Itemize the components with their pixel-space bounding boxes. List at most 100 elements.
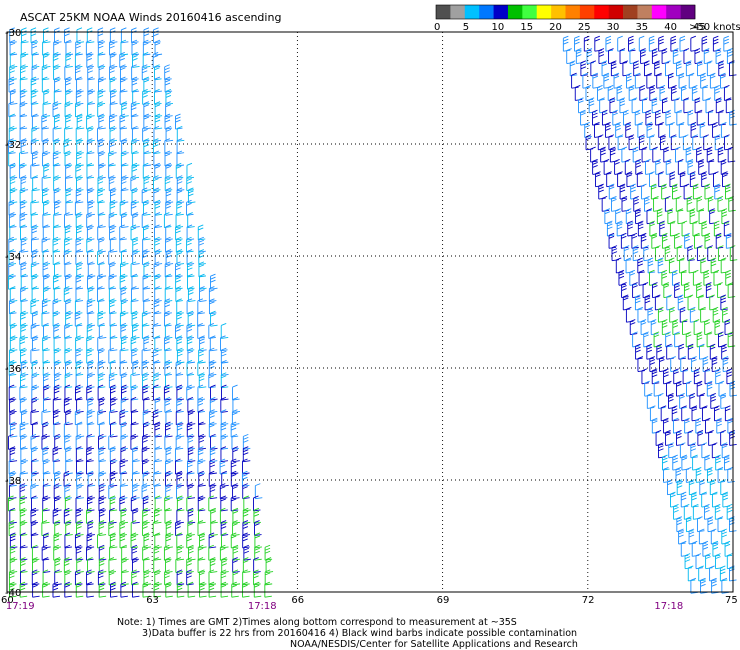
wind-barb: [153, 187, 161, 204]
wind-barb: [20, 236, 29, 253]
wind-barb: [242, 483, 250, 500]
wind-barb: [220, 347, 229, 364]
wind-barb: [174, 446, 183, 463]
wind-barb: [75, 125, 84, 142]
wind-barb: [98, 520, 107, 537]
wind-barb: [76, 396, 84, 413]
wind-barb: [119, 520, 127, 537]
wind-barb: [97, 101, 105, 118]
wind-barb: [617, 35, 625, 52]
wind-barb: [21, 409, 29, 426]
wind-barb: [86, 138, 95, 155]
wind-barb: [210, 384, 218, 401]
wind-barb: [701, 171, 709, 188]
wind-barb: [656, 208, 665, 225]
wind-barb: [199, 532, 207, 549]
wind-barb: [41, 64, 50, 81]
wind-barb: [9, 396, 17, 413]
wind-barb: [9, 310, 18, 327]
wind-barb: [684, 553, 693, 570]
wind-barb: [709, 479, 718, 496]
wind-barb: [130, 520, 139, 537]
wind-barb: [108, 175, 117, 192]
wind-barb: [154, 569, 162, 586]
wind-barb: [724, 319, 733, 336]
wind-barb: [87, 421, 95, 438]
pass-time-label: 17:18: [248, 601, 277, 612]
wind-barb: [598, 183, 606, 200]
wind-barb: [725, 269, 733, 286]
wind-barb: [119, 199, 128, 216]
wind-barb: [64, 224, 73, 241]
wind-barb: [710, 393, 718, 409]
wind-barb: [707, 516, 715, 533]
wind-barb: [20, 446, 28, 463]
wind-barb: [130, 384, 139, 401]
wind-barb: [655, 430, 664, 446]
wind-barb: [164, 360, 172, 376]
wind-barb: [154, 88, 162, 105]
wind-barb: [120, 433, 128, 450]
wind-barb: [637, 257, 645, 274]
wind-barb: [680, 356, 688, 372]
wind-barb: [208, 347, 217, 364]
wind-barb: [632, 146, 641, 163]
wind-barb: [220, 520, 229, 537]
wind-barb: [699, 122, 708, 138]
wind-barb: [677, 158, 686, 175]
wind-barb: [208, 532, 217, 549]
wind-barb: [208, 581, 217, 598]
wind-barb: [130, 335, 139, 352]
wind-barb: [131, 557, 140, 574]
lat-tick-label: -40: [5, 588, 21, 599]
wind-barb: [86, 569, 94, 586]
wind-barb: [718, 380, 727, 397]
wind-barb: [685, 60, 694, 77]
wind-barb: [692, 503, 701, 520]
pass-time-label: 17:18: [654, 601, 683, 612]
wind-barb: [20, 433, 28, 450]
wind-barb: [154, 421, 162, 438]
wind-barb: [600, 146, 608, 163]
wind-barb: [19, 396, 28, 413]
wind-barb: [75, 273, 84, 290]
wind-barb: [165, 372, 173, 389]
wind-barb: [98, 323, 107, 339]
wind-barb: [110, 384, 118, 401]
wind-barb: [85, 39, 94, 56]
wind-barbs: [8, 27, 738, 598]
wind-barb: [726, 368, 734, 385]
wind-barb: [154, 249, 163, 266]
wind-barb: [109, 224, 117, 241]
wind-barb: [119, 347, 128, 364]
wind-barb: [601, 60, 610, 77]
wind-barb: [643, 331, 651, 348]
wind-barb: [658, 122, 666, 138]
wind-barb: [64, 212, 72, 229]
wind-barb: [197, 483, 206, 500]
wind-barb: [65, 88, 73, 105]
wind-barb: [176, 138, 185, 155]
wind-barb: [186, 175, 194, 192]
wind-barb: [53, 483, 62, 500]
wind-barb: [176, 507, 184, 524]
legend-tick-label: 25: [578, 22, 591, 33]
wind-barb: [611, 195, 619, 212]
wind-barb: [8, 76, 17, 93]
wind-barb: [52, 150, 61, 167]
wind-barb: [657, 306, 666, 323]
wind-barb: [709, 565, 717, 582]
wind-barb: [75, 433, 84, 450]
wind-barb: [152, 409, 161, 426]
wind-barb: [176, 544, 185, 561]
wind-barb: [143, 76, 151, 93]
legend-tick-label: 40: [664, 22, 677, 33]
legend-swatch: [536, 5, 552, 19]
wind-barb: [232, 396, 240, 413]
wind-barb: [210, 520, 218, 537]
wind-barb: [41, 298, 50, 315]
wind-barb: [63, 470, 72, 487]
wind-barb: [220, 446, 229, 463]
wind-barb: [97, 39, 106, 56]
wind-barb: [9, 27, 17, 44]
